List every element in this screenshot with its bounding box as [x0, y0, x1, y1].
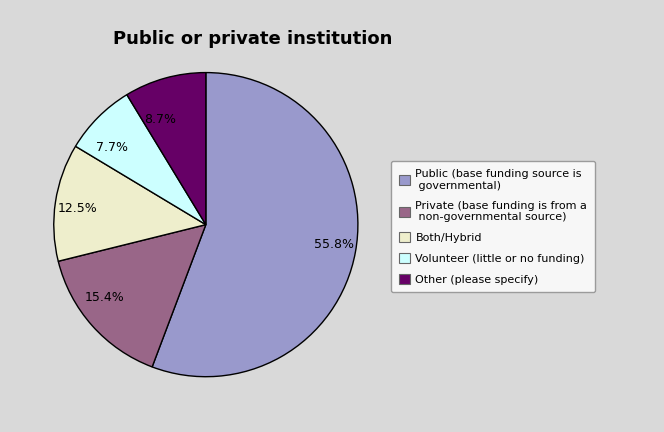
Text: 7.7%: 7.7% [96, 141, 128, 154]
Wedge shape [127, 73, 206, 225]
Wedge shape [76, 95, 206, 225]
Legend: Public (base funding source is
 governmental), Private (base funding is from a
 : Public (base funding source is governmen… [391, 161, 595, 292]
Wedge shape [54, 146, 206, 261]
Wedge shape [58, 225, 206, 367]
Wedge shape [152, 73, 358, 377]
Text: Public or private institution: Public or private institution [113, 30, 392, 48]
Text: 8.7%: 8.7% [144, 113, 177, 126]
Text: 12.5%: 12.5% [58, 202, 98, 215]
Text: 55.8%: 55.8% [313, 238, 353, 251]
Text: 15.4%: 15.4% [84, 291, 124, 304]
